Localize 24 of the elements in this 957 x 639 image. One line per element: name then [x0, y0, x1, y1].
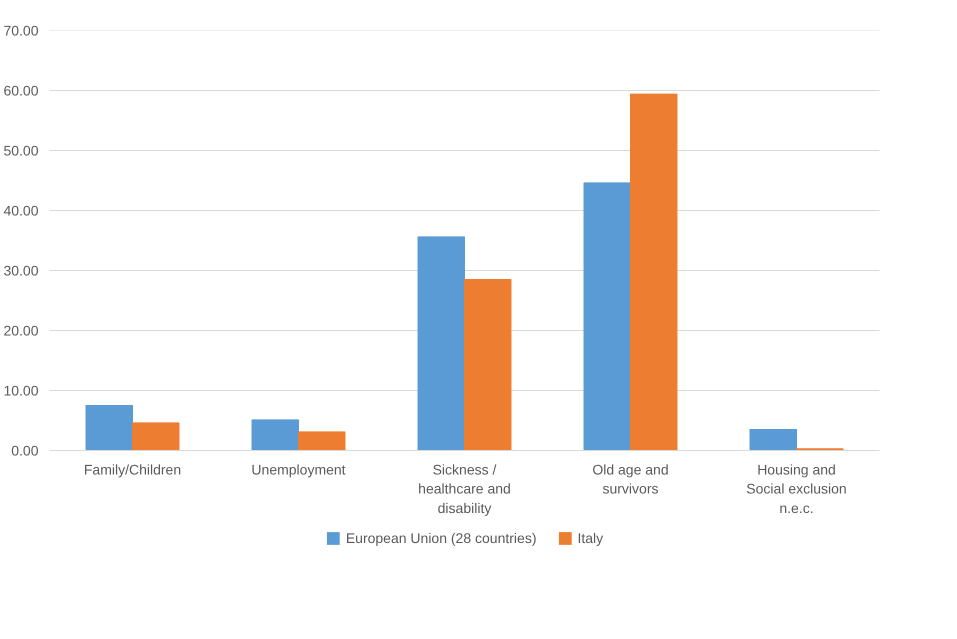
- y-tick-label: 40.00: [3, 202, 39, 218]
- y-tick-label: 50.00: [3, 142, 39, 158]
- bar: [86, 405, 133, 450]
- y-tick-label: 30.00: [3, 262, 39, 278]
- x-tick-label: Unemployment: [251, 462, 346, 478]
- x-tick-label: Housing and Social exclusion n.e.c.: [746, 462, 847, 516]
- y-tick-label: 60.00: [3, 82, 39, 98]
- bar: [750, 429, 797, 450]
- bar: [252, 419, 299, 450]
- y-tick-label: 20.00: [3, 322, 39, 338]
- bar: [132, 422, 180, 450]
- bar: [584, 182, 631, 450]
- bar: [630, 94, 678, 450]
- bar: [418, 236, 465, 450]
- x-tick-label: Sickness / healthcare and disability: [418, 462, 511, 516]
- x-tick-label: Family/Children: [84, 462, 182, 478]
- y-tick-label: 10.00: [3, 382, 39, 398]
- legend-label: Italy: [577, 530, 604, 546]
- bar: [298, 431, 346, 450]
- x-tick-label: Old age and survivors: [592, 462, 669, 497]
- y-tick-label: 0.00: [11, 442, 39, 458]
- y-tick-label: 70.00: [3, 22, 39, 38]
- legend-label: European Union (28 countries): [346, 530, 536, 546]
- bar: [464, 279, 512, 450]
